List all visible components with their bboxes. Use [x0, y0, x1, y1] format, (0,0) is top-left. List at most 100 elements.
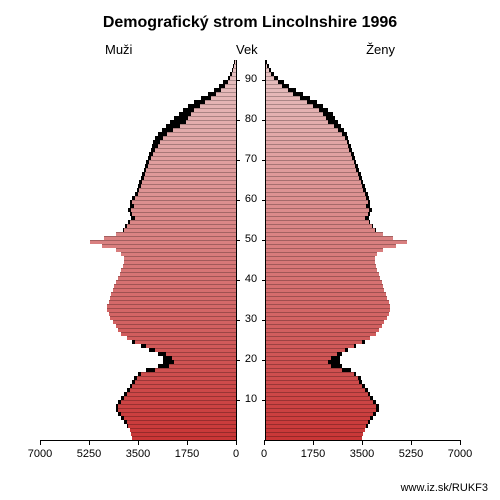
female-bar: [264, 176, 359, 180]
male-bar: [132, 200, 236, 204]
x-tick-label: 3500: [350, 448, 374, 460]
x-tick-label: 3500: [126, 448, 150, 460]
female-bar: [264, 132, 342, 136]
female-bar: [264, 268, 377, 272]
male-bar: [121, 332, 236, 336]
x-tick-label: 7000: [28, 448, 52, 460]
x-tick: [313, 440, 314, 445]
female-bar: [264, 292, 386, 296]
female-bar: [264, 92, 293, 96]
male-bar: [225, 84, 236, 88]
x-axis: 7000525035001750001750350052507000: [40, 440, 460, 480]
male-bar: [169, 364, 236, 368]
female-bar: [264, 208, 369, 212]
male-bar: [174, 360, 236, 364]
x-tick: [89, 440, 90, 445]
female-bar: [264, 280, 382, 284]
male-bar: [155, 148, 236, 152]
left-label: Muži: [105, 42, 132, 57]
male-bar: [146, 168, 236, 172]
male-bar: [141, 184, 236, 188]
age-tick-mark: [236, 120, 240, 121]
female-bar: [264, 112, 323, 116]
female-bar: [264, 100, 307, 104]
age-tick-label: 80: [237, 113, 265, 125]
female-bar: [264, 340, 362, 344]
male-bar: [134, 204, 236, 208]
x-tick-label: 5250: [399, 448, 423, 460]
male-bar: [109, 312, 236, 316]
female-bar: [264, 264, 376, 268]
male-bar: [142, 180, 236, 184]
male-bar: [130, 428, 236, 432]
female-bar: [264, 368, 342, 372]
male-bar: [194, 108, 236, 112]
male-bar: [131, 208, 236, 212]
male-bar: [145, 172, 236, 176]
female-bar: [264, 392, 368, 396]
female-bar: [264, 336, 370, 340]
right-label: Ženy: [366, 42, 395, 57]
male-bar: [120, 272, 236, 276]
age-tick-mark: [236, 400, 240, 401]
male-bar: [116, 232, 236, 236]
age-tick-mark: [262, 280, 266, 281]
male-bar: [132, 212, 236, 216]
bars-male: [40, 60, 236, 440]
male-bar: [166, 352, 236, 356]
x-tick: [187, 440, 188, 445]
female-bar: [264, 324, 382, 328]
female-bar: [264, 304, 390, 308]
female-bar: [264, 224, 372, 228]
male-bar: [137, 376, 236, 380]
age-tick-label: 40: [237, 273, 265, 285]
male-bar: [172, 356, 236, 360]
age-tick-label: 20: [237, 353, 265, 365]
x-tick: [138, 440, 139, 445]
male-bar: [132, 384, 236, 388]
female-bar: [264, 404, 376, 408]
female-bar: [264, 284, 383, 288]
male-bar: [127, 336, 236, 340]
x-tick: [40, 440, 41, 445]
age-tick-mark: [236, 160, 240, 161]
female-bar: [264, 144, 348, 148]
age-tick-mark: [262, 360, 266, 361]
male-bar: [135, 216, 236, 220]
male-bar: [107, 304, 236, 308]
male-bar: [123, 264, 236, 268]
male-bar: [155, 348, 236, 352]
age-tick-mark: [262, 120, 266, 121]
female-bar: [264, 300, 389, 304]
male-bar: [153, 152, 236, 156]
age-tick-mark: [262, 80, 266, 81]
male-bar: [124, 416, 236, 420]
female-bar: [264, 408, 376, 412]
male-bar: [151, 156, 236, 160]
female-bar: [264, 412, 373, 416]
x-tick: [236, 440, 237, 445]
female-bar: [264, 288, 384, 292]
age-tick-mark: [236, 80, 240, 81]
female-bar: [264, 164, 355, 168]
female-bar: [264, 256, 375, 260]
female-bar: [264, 136, 345, 140]
source-text: www.iz.sk/RUKF3: [401, 482, 488, 494]
male-bar: [163, 136, 236, 140]
plot-area: 102030405060708090: [40, 60, 460, 440]
male-bar: [135, 380, 236, 384]
male-bar: [188, 116, 236, 120]
female-bar: [264, 156, 352, 160]
male-bar: [116, 248, 236, 252]
male-bar: [109, 300, 236, 304]
female-bar: [264, 116, 326, 120]
male-bar: [124, 228, 236, 232]
male-bar: [144, 176, 236, 180]
male-bar: [158, 144, 236, 148]
female-bar: [264, 180, 361, 184]
female-bar: [264, 320, 384, 324]
male-bar: [127, 224, 236, 228]
female-bar: [264, 212, 368, 216]
male-bar: [114, 284, 236, 288]
male-bar: [113, 288, 236, 292]
